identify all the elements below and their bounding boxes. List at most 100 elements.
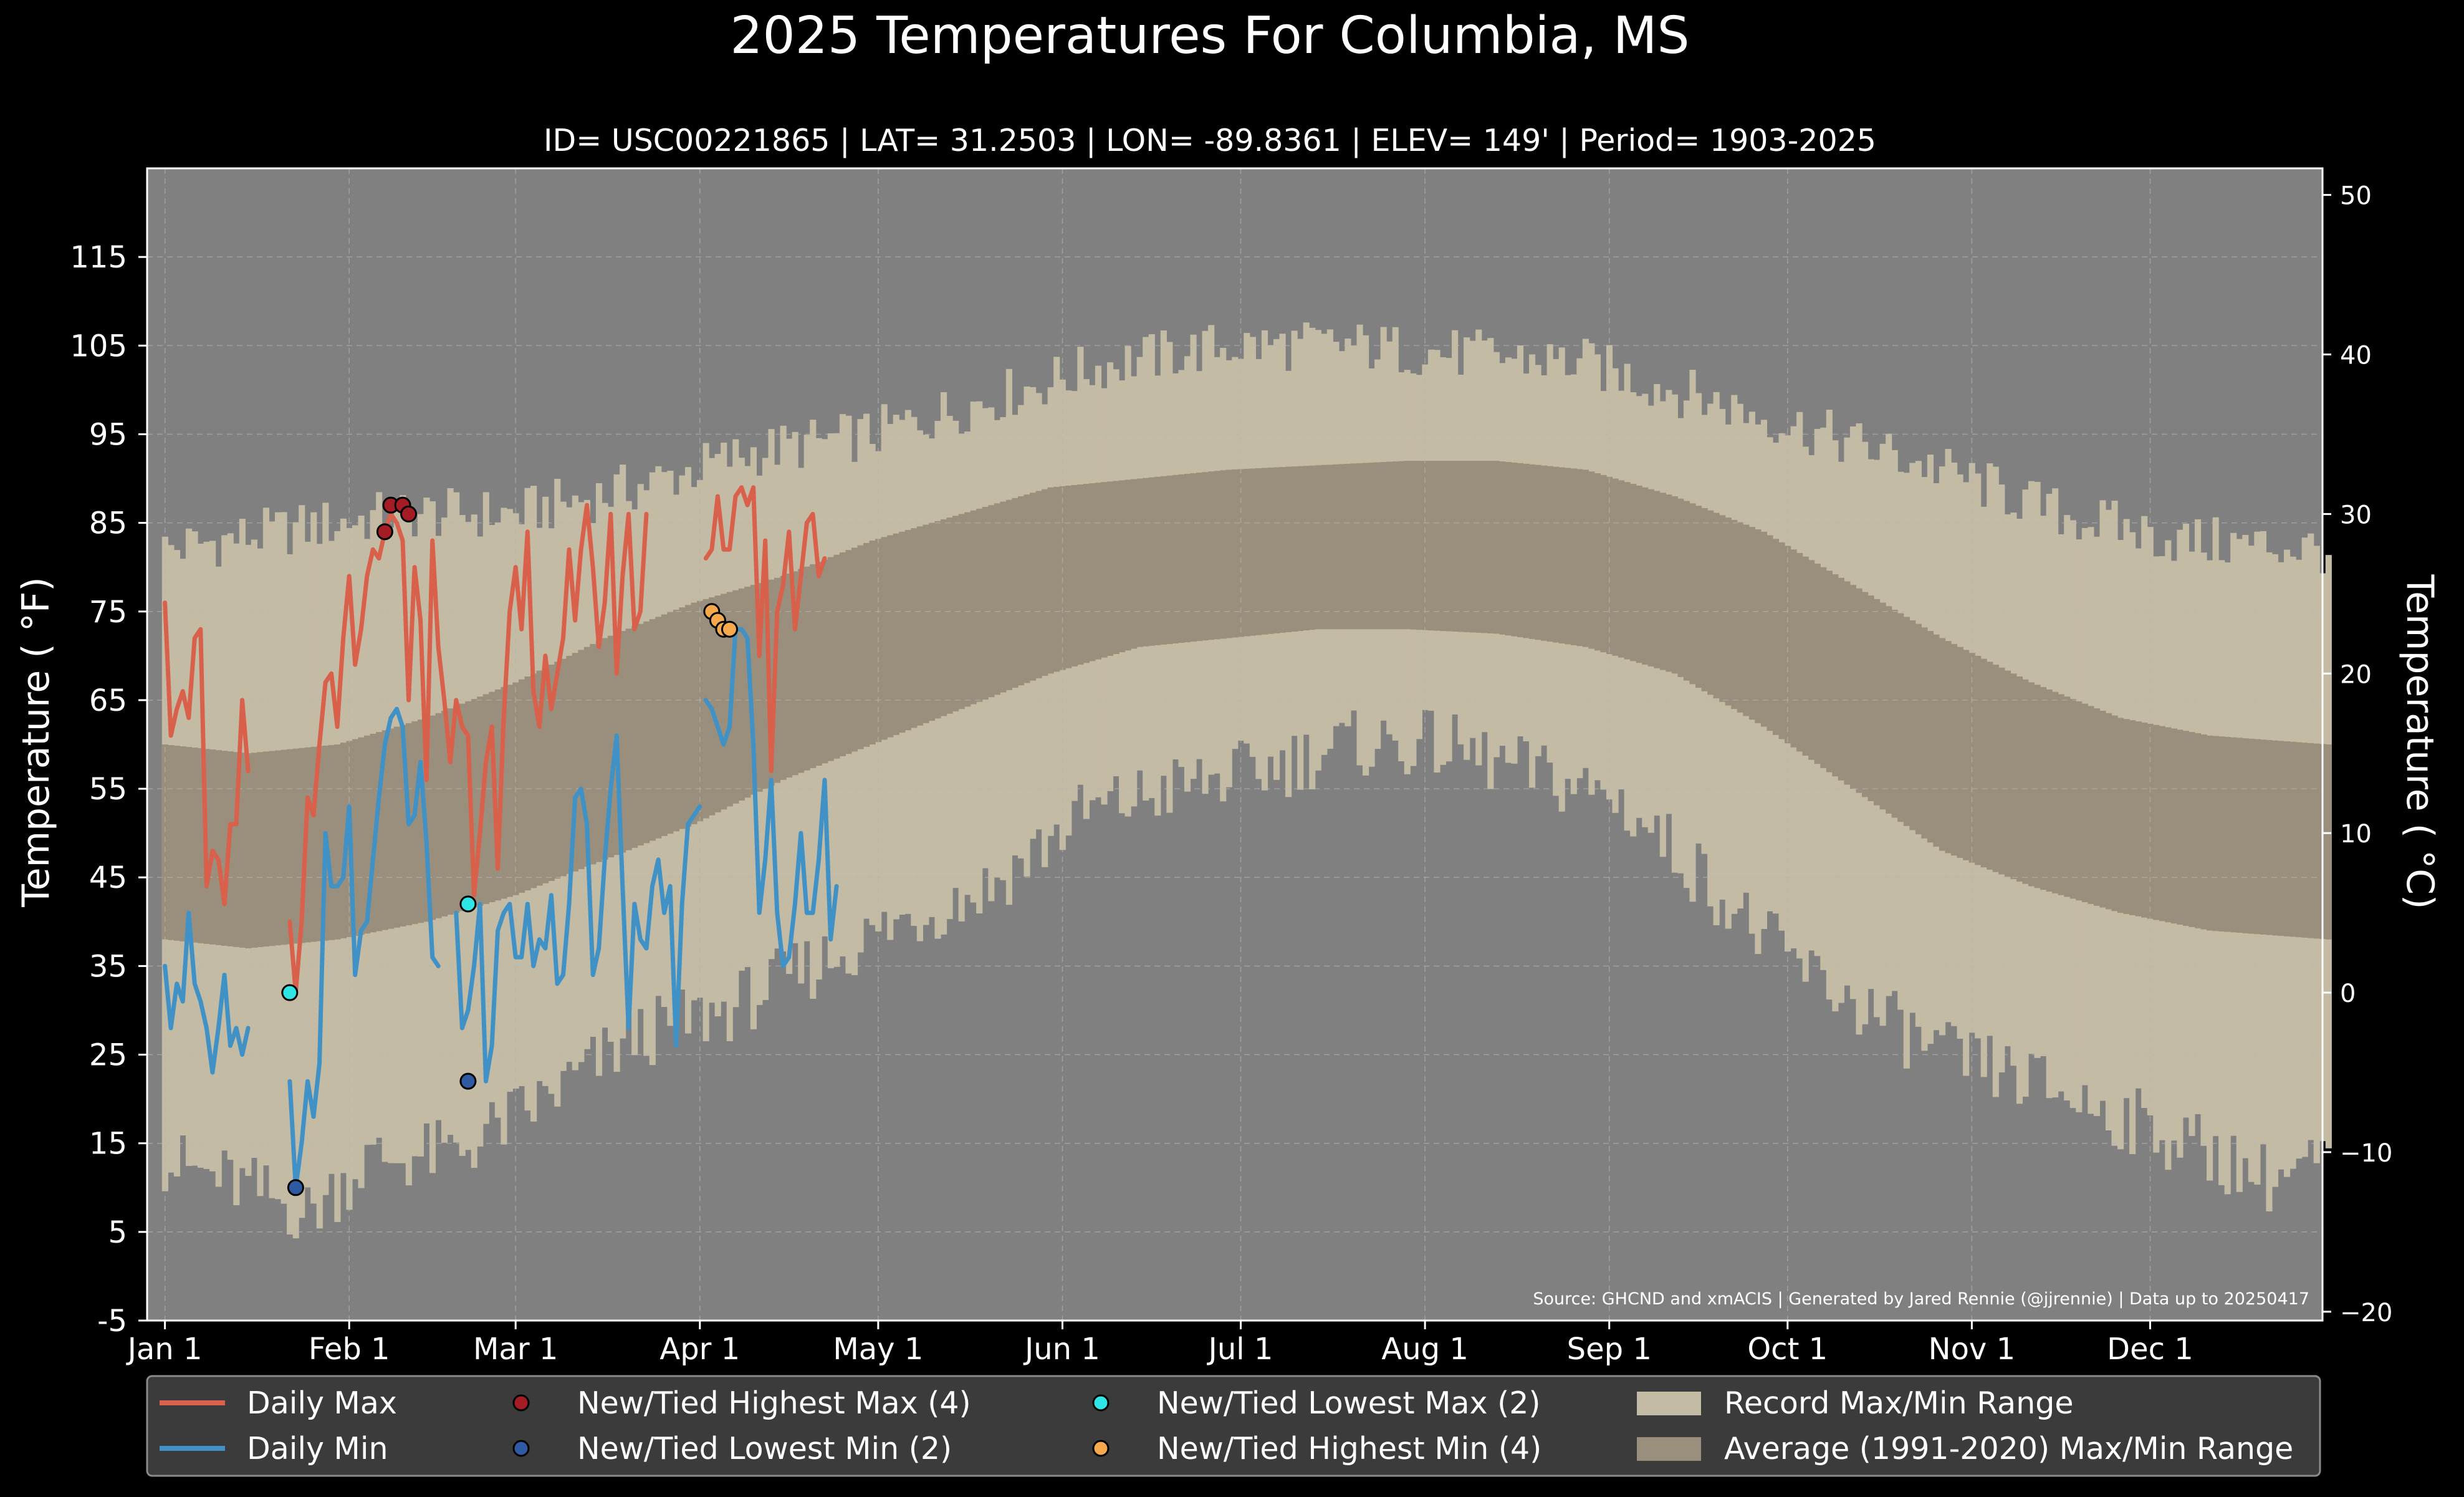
normal-range-bar <box>1119 480 1126 653</box>
normal-range-bar <box>1208 471 1215 640</box>
normal-range-bar <box>370 733 376 933</box>
plot-area: Source: GHCND and xmACIS | Generated by … <box>146 167 2332 1322</box>
y-tick-label: 105 <box>70 329 127 363</box>
normal-range-bar <box>1089 483 1096 662</box>
y-axis-label: Temperature ( °F) <box>14 577 58 908</box>
y-tick-label-right: −20 <box>2340 1299 2392 1327</box>
normal-range-bar <box>1612 478 1619 656</box>
normal-range-bar <box>489 691 496 903</box>
y-tick-label-right: 40 <box>2340 342 2372 370</box>
normal-range-bar <box>251 753 258 948</box>
normal-range-bars <box>161 461 2332 948</box>
legend-label: Average (1991-2020) Max/Min Range <box>1724 1431 2293 1466</box>
normal-range-bar <box>916 526 923 726</box>
normal-range-bar <box>2230 737 2237 933</box>
normal-range-bar <box>1838 577 1844 781</box>
normal-range-bar <box>1737 522 1743 713</box>
legend-swatch-dot <box>512 1440 530 1457</box>
normal-range-bar <box>2248 738 2255 934</box>
normal-range-bar <box>1439 461 1447 632</box>
normal-range-bar <box>185 747 193 942</box>
normal-range-bar <box>2099 710 2106 908</box>
normal-range-bar <box>798 569 805 773</box>
normal-range-bar <box>857 545 864 749</box>
normal-range-bar <box>744 586 751 798</box>
normal-range-bar <box>976 508 983 702</box>
normal-range-bar <box>1255 468 1262 635</box>
series-lines <box>163 485 839 1190</box>
normal-range-bar <box>2016 676 2023 882</box>
normal-range-bar <box>602 638 608 860</box>
normal-range-bar <box>1975 655 1982 865</box>
normal-range-bar <box>768 579 775 786</box>
normal-range-bar <box>1356 463 1363 630</box>
normal-range-bar <box>881 537 888 740</box>
y-tick-label: 55 <box>89 772 127 807</box>
normal-range-bar <box>1957 647 1963 858</box>
normal-range-bar <box>1778 542 1785 739</box>
normal-range-bar <box>1457 461 1464 632</box>
normal-range-bar <box>459 703 466 912</box>
normal-range-bar <box>1053 486 1060 672</box>
normal-range-bar <box>168 745 175 940</box>
normal-range-bar <box>471 699 477 908</box>
normal-range-bar <box>2308 743 2314 938</box>
normal-range-bar <box>1849 585 1857 789</box>
normal-range-bar <box>1273 467 1280 633</box>
normal-range-bar <box>810 564 817 768</box>
normal-range-bar <box>2129 720 2136 915</box>
normal-range-bar <box>1731 519 1738 710</box>
y-tick-label-right: 50 <box>2340 182 2372 211</box>
daily-max-line <box>163 600 251 907</box>
x-tick-label: Mar 1 <box>473 1332 558 1367</box>
normal-range-bar <box>1719 515 1726 702</box>
x-tick-label: Feb 1 <box>309 1332 390 1367</box>
normal-range-bar <box>524 676 531 891</box>
normal-range-bar <box>2004 670 2011 877</box>
normal-range-bar <box>1279 467 1286 633</box>
normal-range-bar <box>316 746 323 941</box>
normal-range-bar <box>833 554 840 759</box>
normal-range-bar <box>923 524 929 723</box>
normal-range-bar <box>441 710 448 917</box>
normal-range-bar <box>1309 465 1316 630</box>
normal-range-bar <box>1350 463 1358 630</box>
normal-range-bar <box>494 689 501 901</box>
lowest-max-point <box>281 984 299 1001</box>
normal-range-bar <box>1030 493 1037 681</box>
normal-range-bar <box>1035 491 1042 678</box>
normal-range-bar <box>2224 736 2231 932</box>
normal-range-bar <box>1570 468 1577 645</box>
normal-range-bar <box>1196 473 1203 642</box>
normal-range-bar <box>1594 473 1601 651</box>
normal-range-bar <box>1303 466 1310 631</box>
normal-range-bar <box>1095 483 1102 660</box>
normal-range-bar <box>548 665 555 881</box>
normal-range-bar <box>946 517 953 714</box>
normal-range-bar <box>572 653 578 872</box>
normal-range-bar <box>822 559 828 764</box>
normal-range-bar <box>1363 463 1369 630</box>
normal-range-bar <box>191 748 198 943</box>
normal-range-bar <box>1677 498 1684 677</box>
y-tick-label: 15 <box>89 1127 127 1162</box>
normal-range-bar <box>1558 467 1565 643</box>
normal-range-bar <box>1000 501 1007 693</box>
normal-range-bar <box>2117 718 2124 913</box>
normal-range-bar <box>275 750 282 946</box>
normal-range-bar <box>1071 484 1078 667</box>
normal-range-bar <box>1416 461 1422 630</box>
normal-range-bar <box>2296 742 2303 938</box>
normal-range-bar <box>334 744 341 940</box>
normal-range-bar <box>560 658 567 877</box>
normal-range-bar <box>2207 735 2213 931</box>
normal-range-bar <box>2188 732 2195 927</box>
y-tick-label: -5 <box>97 1304 127 1339</box>
normal-range-bar <box>221 751 228 946</box>
normal-range-bar <box>1487 461 1494 633</box>
normal-range-bar <box>702 599 709 819</box>
normal-range-bar <box>501 687 507 899</box>
legend-swatch-dot <box>1092 1394 1110 1412</box>
normal-range-bar <box>1642 487 1649 665</box>
normal-range-bar <box>1832 574 1839 777</box>
